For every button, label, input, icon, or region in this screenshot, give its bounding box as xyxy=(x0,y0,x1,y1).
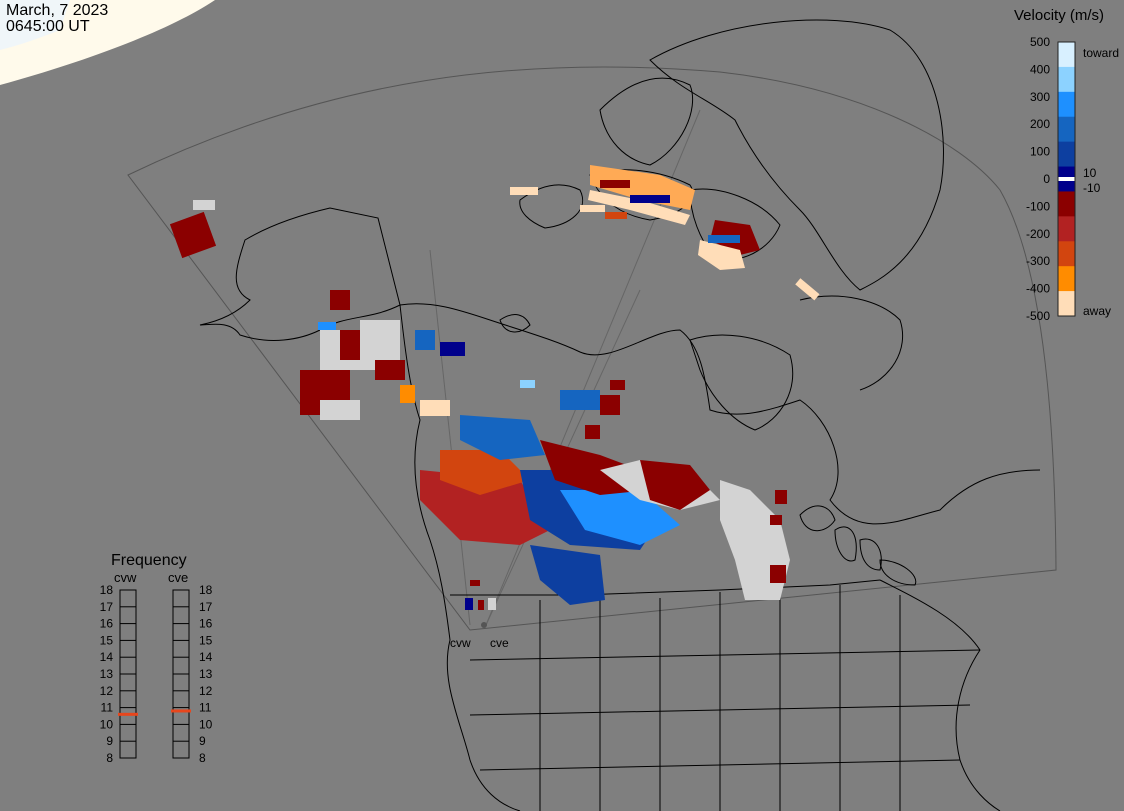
frequency-tick-right: 16 xyxy=(199,617,213,631)
velocity-tick-label: 200 xyxy=(1030,117,1050,131)
frequency-tick-right: 14 xyxy=(199,650,213,664)
velocity-tick-label: 100 xyxy=(1030,145,1050,159)
velocity-bar-segment xyxy=(1058,266,1075,292)
frequency-tick-right: 9 xyxy=(199,734,206,748)
frequency-tick-left: 10 xyxy=(100,717,114,731)
velocity-title: Velocity (m/s) xyxy=(1014,7,1104,24)
frequency-title: Frequency xyxy=(111,552,187,569)
velocity-bar-segment xyxy=(1058,216,1075,242)
map-radar-label-cvw: cvw xyxy=(450,636,471,650)
daylight-inner-region xyxy=(0,0,70,50)
velocity-tick-label: -200 xyxy=(1026,227,1050,241)
frequency-tick-right: 8 xyxy=(199,751,206,765)
velocity-tick-label: -100 xyxy=(1026,199,1050,213)
velocity-tick-label: -400 xyxy=(1026,282,1050,296)
frequency-tick-left: 12 xyxy=(100,684,114,698)
radar-site-marker xyxy=(481,622,487,628)
velocity-toward-label: toward xyxy=(1083,46,1119,60)
velocity-tick-label: -500 xyxy=(1026,309,1050,323)
velocity-tick-label: -300 xyxy=(1026,254,1050,268)
velocity-tick-label: 400 xyxy=(1030,62,1050,76)
velocity-inner-label-minus10: -10 xyxy=(1083,181,1101,195)
frequency-tick-right: 18 xyxy=(199,583,213,597)
velocity-away-label: away xyxy=(1083,304,1111,318)
velocity-zero-marker xyxy=(1058,177,1075,181)
frequency-tick-left: 8 xyxy=(106,751,113,765)
header-time: 0645:00 UT xyxy=(6,18,90,35)
header-date: March, 7 2023 xyxy=(6,2,108,19)
frequency-panel: Frequency cvw cve 18 18 17 17 16 16 15 15 14 14 13… xyxy=(100,552,213,765)
velocity-colorbar: Velocity (m/s) 500 400 300 200 100 0 -100 -200 -… xyxy=(1014,7,1119,323)
velocity-bar-segment xyxy=(1058,141,1075,168)
velocity-bar-segment xyxy=(1058,42,1075,68)
frequency-tick-right: 17 xyxy=(199,600,213,614)
frequency-tick-left: 11 xyxy=(101,701,114,715)
frequency-tick-right: 12 xyxy=(199,684,213,698)
velocity-bar-segment xyxy=(1058,241,1075,267)
velocity-bar-segment xyxy=(1058,66,1075,93)
velocity-inner-label-10: 10 xyxy=(1083,166,1097,180)
frequency-tick-left: 15 xyxy=(100,633,114,647)
frequency-tick-left: 18 xyxy=(100,583,114,597)
velocity-tick-label: 500 xyxy=(1030,35,1050,49)
frequency-tick-right: 13 xyxy=(199,667,213,681)
map-radar-label-cve: cve xyxy=(490,636,509,650)
coastlines xyxy=(199,19,1041,811)
frequency-tick-right: 15 xyxy=(199,633,213,647)
frequency-radar-label-cve: cve xyxy=(168,570,188,585)
frequency-tick-left: 16 xyxy=(100,617,114,631)
velocity-tick-label: 300 xyxy=(1030,90,1050,104)
velocity-bar-segment xyxy=(1058,91,1075,118)
velocity-scatter xyxy=(169,165,820,610)
frequency-tick-labels: 18 18 17 17 16 16 15 15 14 14 13 13 12 12 11 11 10 10 9 9 8 8 xyxy=(100,583,213,765)
frequency-bar-cve xyxy=(171,589,191,759)
velocity-bar-frame xyxy=(1057,41,1076,317)
velocity-tick-label: 0 xyxy=(1043,172,1050,186)
velocity-bar-segment xyxy=(1058,291,1075,317)
frequency-tick-left: 13 xyxy=(100,667,114,681)
velocity-bar-segments xyxy=(1058,42,1075,317)
frequency-marker xyxy=(118,712,138,716)
velocity-bar-segment xyxy=(1058,191,1075,217)
frequency-tick-left: 9 xyxy=(106,734,113,748)
velocity-bar-segment xyxy=(1058,116,1075,143)
frequency-bar-cvw xyxy=(118,589,138,759)
frequency-tick-right: 10 xyxy=(199,717,213,731)
frequency-tick-left: 14 xyxy=(100,650,114,664)
frequency-tick-left: 17 xyxy=(100,600,114,614)
frequency-marker xyxy=(171,709,191,713)
velocity-tick-labels: 500 400 300 200 100 0 -100 -200 -300 -400 -500 xyxy=(1026,35,1050,323)
frequency-tick-right: 11 xyxy=(199,701,212,715)
frequency-radar-label-cvw: cvw xyxy=(114,570,137,585)
